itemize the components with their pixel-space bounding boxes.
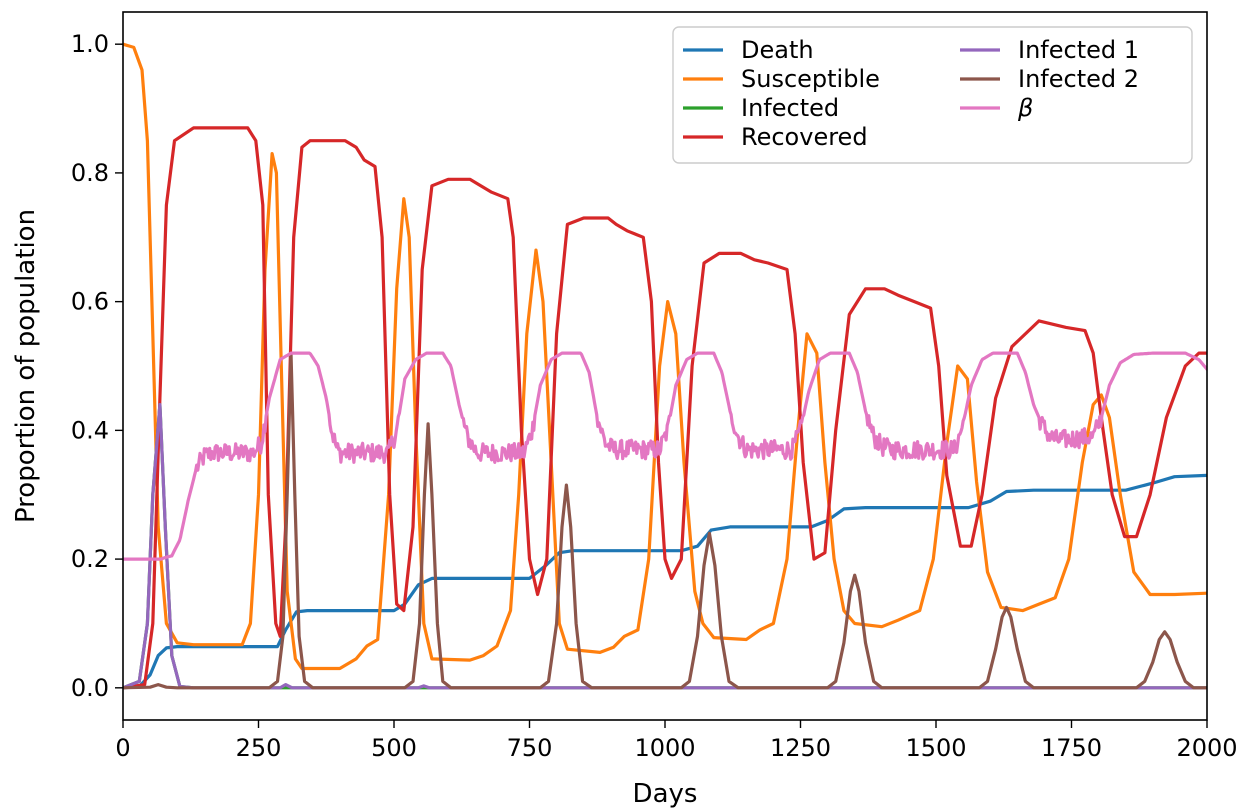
series-line-recovered — [123, 126, 1207, 690]
y-tick-label: 0.4 — [71, 416, 109, 444]
y-tick-label: 0.8 — [71, 159, 109, 187]
x-tick-label: 2000 — [1176, 734, 1237, 762]
series-layer — [123, 42, 1207, 690]
x-tick-label: 1000 — [634, 734, 695, 762]
x-tick-label: 1250 — [770, 734, 831, 762]
series-line-susceptible — [123, 42, 1207, 671]
series-line-death — [123, 473, 1207, 690]
y-axis: 0.0 0.2 0.4 0.6 0.8 1.0 — [71, 30, 123, 702]
x-tick-label: 500 — [371, 734, 417, 762]
series-line-beta — [123, 351, 1207, 561]
legend-label-infected-1: Infected 1 — [1018, 36, 1139, 64]
legend-label-infected: Infected — [741, 94, 839, 122]
legend-label-recovered: Recovered — [741, 123, 868, 151]
legend-label-beta: β — [1017, 94, 1033, 122]
legend-label-susceptible: Susceptible — [741, 65, 880, 93]
y-tick-label: 1.0 — [71, 30, 109, 58]
y-axis-label: Proportion of population — [11, 209, 41, 523]
legend-label-infected-2: Infected 2 — [1018, 65, 1139, 93]
series-line-infected-2 — [123, 351, 1207, 690]
x-tick-label: 250 — [236, 734, 282, 762]
y-tick-label: 0.6 — [71, 288, 109, 316]
y-tick-label: 0.2 — [71, 545, 109, 573]
x-tick-label: 0 — [115, 734, 130, 762]
legend-label-death: Death — [741, 36, 814, 64]
x-axis-label: Days — [633, 779, 698, 809]
x-axis: 0 250 500 750 1000 1250 1500 1750 2000 — [115, 720, 1238, 762]
x-tick-label: 750 — [507, 734, 553, 762]
x-tick-label: 1750 — [1041, 734, 1102, 762]
legend-box — [672, 26, 1193, 164]
y-tick-label: 0.0 — [71, 674, 109, 702]
x-tick-label: 1500 — [905, 734, 966, 762]
